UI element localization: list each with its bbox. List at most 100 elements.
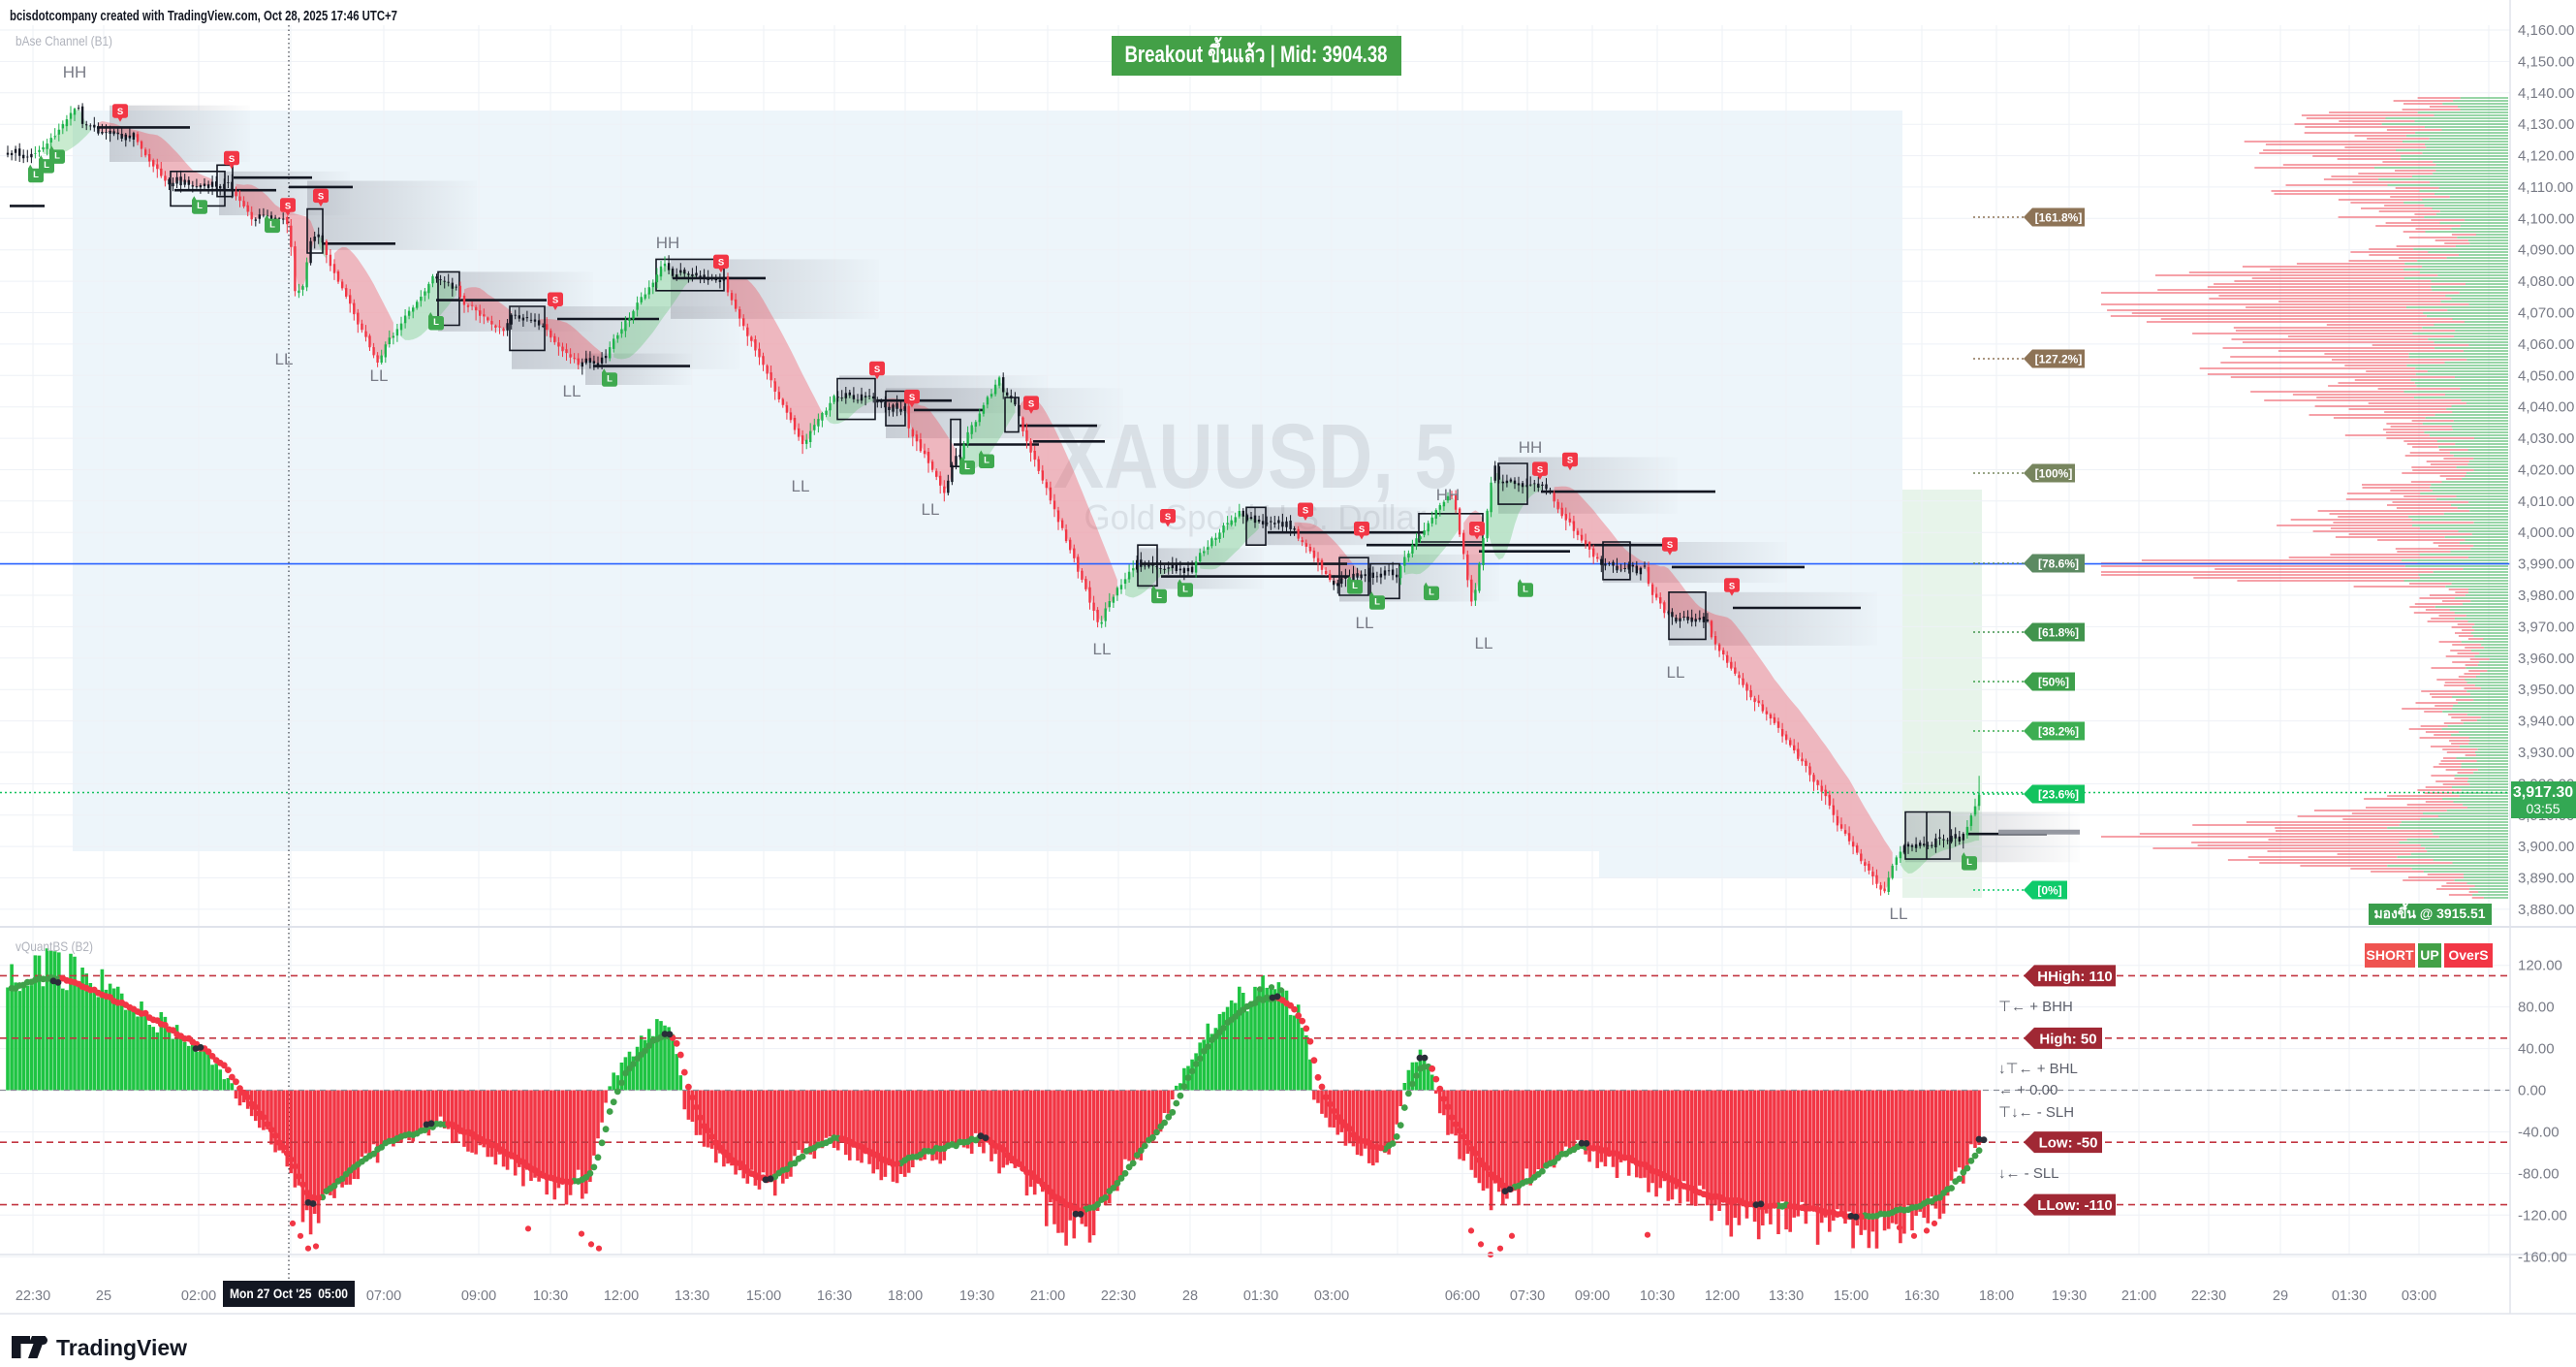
svg-text:LL: LL bbox=[922, 500, 940, 519]
svg-text:120.00: 120.00 bbox=[2518, 958, 2562, 974]
svg-text:[38.2%]: [38.2%] bbox=[2038, 725, 2079, 739]
svg-text:TradingView: TradingView bbox=[56, 1335, 187, 1360]
svg-text:4,040.00: 4,040.00 bbox=[2518, 399, 2574, 416]
svg-text:LLow: -110: LLow: -110 bbox=[2037, 1197, 2113, 1214]
svg-text:0.00: 0.00 bbox=[2518, 1083, 2546, 1099]
svg-text:L: L bbox=[607, 373, 613, 384]
svg-text:3,930.00: 3,930.00 bbox=[2518, 745, 2574, 761]
svg-text:15:00: 15:00 bbox=[1834, 1288, 1869, 1304]
svg-text:3,960.00: 3,960.00 bbox=[2518, 651, 2574, 667]
svg-text:S: S bbox=[1474, 525, 1480, 535]
svg-text:4,110.00: 4,110.00 bbox=[2518, 179, 2573, 196]
svg-text:4,000.00: 4,000.00 bbox=[2518, 525, 2574, 541]
svg-text:L: L bbox=[1182, 584, 1188, 594]
svg-text:LL: LL bbox=[1093, 640, 1112, 658]
svg-text:13:30: 13:30 bbox=[1769, 1288, 1804, 1304]
svg-text:[127.2%]: [127.2%] bbox=[2035, 353, 2083, 366]
svg-text:L: L bbox=[1523, 584, 1528, 594]
svg-text:LL: LL bbox=[563, 382, 581, 400]
svg-text:L: L bbox=[44, 160, 49, 171]
svg-text:07:00: 07:00 bbox=[366, 1288, 401, 1304]
svg-text:02:00: 02:00 bbox=[181, 1288, 216, 1304]
svg-text:3,970.00: 3,970.00 bbox=[2518, 619, 2574, 635]
svg-text:07:30: 07:30 bbox=[1510, 1288, 1545, 1304]
svg-text:LL: LL bbox=[1356, 614, 1374, 632]
svg-text:bcisdotcompany created with Tr: bcisdotcompany created with TradingView.… bbox=[10, 9, 397, 24]
svg-text:-160.00: -160.00 bbox=[2518, 1249, 2567, 1265]
svg-text:⊤← + BHH: ⊤← + BHH bbox=[1998, 999, 2073, 1015]
svg-text:↓← - SLL: ↓← - SLL bbox=[1998, 1165, 2059, 1182]
svg-text:vQuantBS (B2): vQuantBS (B2) bbox=[16, 938, 93, 954]
svg-text:10:30: 10:30 bbox=[1640, 1288, 1675, 1304]
svg-text:L: L bbox=[1374, 596, 1380, 607]
svg-text:HH: HH bbox=[63, 63, 87, 81]
svg-text:03:55: 03:55 bbox=[2526, 801, 2560, 816]
svg-text:15:00: 15:00 bbox=[746, 1288, 781, 1304]
svg-text:13:30: 13:30 bbox=[675, 1288, 709, 1304]
svg-text:40.00: 40.00 bbox=[2518, 1041, 2555, 1058]
svg-text:Mon 27 Oct '25 05:00: Mon 27 Oct '25 05:00 bbox=[230, 1286, 348, 1301]
svg-text:10:30: 10:30 bbox=[533, 1288, 568, 1304]
svg-text:16:30: 16:30 bbox=[1904, 1288, 1939, 1304]
svg-text:S: S bbox=[1667, 540, 1673, 551]
svg-text:3,990.00: 3,990.00 bbox=[2518, 556, 2574, 573]
svg-text:L: L bbox=[1156, 590, 1162, 601]
svg-text:↓⊤← + BHL: ↓⊤← + BHL bbox=[1998, 1061, 2078, 1077]
svg-text:4,080.00: 4,080.00 bbox=[2518, 273, 2574, 290]
svg-text:-120.00: -120.00 bbox=[2518, 1207, 2567, 1224]
svg-text:HH: HH bbox=[656, 234, 680, 252]
svg-text:4,050.00: 4,050.00 bbox=[2518, 367, 2574, 384]
svg-text:4,030.00: 4,030.00 bbox=[2518, 430, 2574, 447]
svg-text:L: L bbox=[1966, 857, 1972, 868]
svg-text:3,900.00: 3,900.00 bbox=[2518, 839, 2574, 855]
svg-text:4,060.00: 4,060.00 bbox=[2518, 336, 2574, 353]
svg-text:22:30: 22:30 bbox=[2191, 1288, 2226, 1304]
svg-text:19:30: 19:30 bbox=[2052, 1288, 2087, 1304]
svg-text:19:30: 19:30 bbox=[959, 1288, 994, 1304]
svg-text:LL: LL bbox=[1890, 905, 1908, 923]
svg-text:S: S bbox=[718, 258, 724, 269]
svg-text:01:30: 01:30 bbox=[2332, 1288, 2367, 1304]
svg-text:S: S bbox=[318, 192, 324, 203]
svg-text:4,160.00: 4,160.00 bbox=[2518, 22, 2574, 39]
svg-text:S: S bbox=[1028, 398, 1034, 409]
svg-text:[50%]: [50%] bbox=[2038, 676, 2069, 689]
svg-text:L: L bbox=[197, 201, 203, 211]
svg-text:S: S bbox=[1729, 581, 1735, 591]
svg-text:bAse Channel (B1): bAse Channel (B1) bbox=[16, 33, 112, 48]
svg-text:S: S bbox=[874, 365, 880, 375]
svg-text:4,090.00: 4,090.00 bbox=[2518, 242, 2574, 259]
svg-text:12:00: 12:00 bbox=[1705, 1288, 1740, 1304]
svg-text:21:00: 21:00 bbox=[2121, 1288, 2156, 1304]
svg-text:3,880.00: 3,880.00 bbox=[2518, 902, 2574, 918]
svg-text:← + 0.00: ← + 0.00 bbox=[1998, 1082, 2058, 1098]
svg-text:S: S bbox=[909, 393, 915, 403]
svg-text:S: S bbox=[285, 201, 291, 211]
svg-text:มองขึ้น @ 3915.51: มองขึ้น @ 3915.51 bbox=[2374, 903, 2486, 921]
svg-text:L: L bbox=[984, 456, 990, 466]
svg-text:UP: UP bbox=[2420, 947, 2438, 963]
svg-text:18:00: 18:00 bbox=[888, 1288, 923, 1304]
svg-text:4,130.00: 4,130.00 bbox=[2518, 116, 2574, 133]
svg-text:[23.6%]: [23.6%] bbox=[2038, 788, 2079, 802]
svg-text:L: L bbox=[54, 150, 60, 161]
svg-text:3,940.00: 3,940.00 bbox=[2518, 714, 2574, 730]
svg-text:⊤↓← - SLH: ⊤↓← - SLH bbox=[1998, 1104, 2074, 1121]
svg-text:HH: HH bbox=[1436, 486, 1461, 504]
svg-text:4,100.00: 4,100.00 bbox=[2518, 210, 2574, 227]
svg-text:S: S bbox=[1359, 525, 1365, 535]
svg-text:S: S bbox=[552, 296, 558, 306]
svg-text:S: S bbox=[117, 107, 123, 117]
svg-text:4,150.00: 4,150.00 bbox=[2518, 53, 2574, 70]
svg-text:LL: LL bbox=[1667, 663, 1685, 682]
svg-text:09:00: 09:00 bbox=[461, 1288, 496, 1304]
svg-text:[0%]: [0%] bbox=[2037, 884, 2061, 898]
svg-text:L: L bbox=[33, 170, 39, 180]
svg-text:LL: LL bbox=[370, 366, 389, 385]
svg-text:-40.00: -40.00 bbox=[2518, 1124, 2560, 1140]
svg-text:18:00: 18:00 bbox=[1979, 1288, 2014, 1304]
svg-text:28: 28 bbox=[1182, 1288, 1198, 1304]
svg-text:High: 50: High: 50 bbox=[2039, 1031, 2096, 1047]
svg-text:Breakout ขึ้นแล้ว | Mid: 3904.: Breakout ขึ้นแล้ว | Mid: 3904.38 bbox=[1125, 36, 1388, 68]
svg-text:21:00: 21:00 bbox=[1030, 1288, 1065, 1304]
